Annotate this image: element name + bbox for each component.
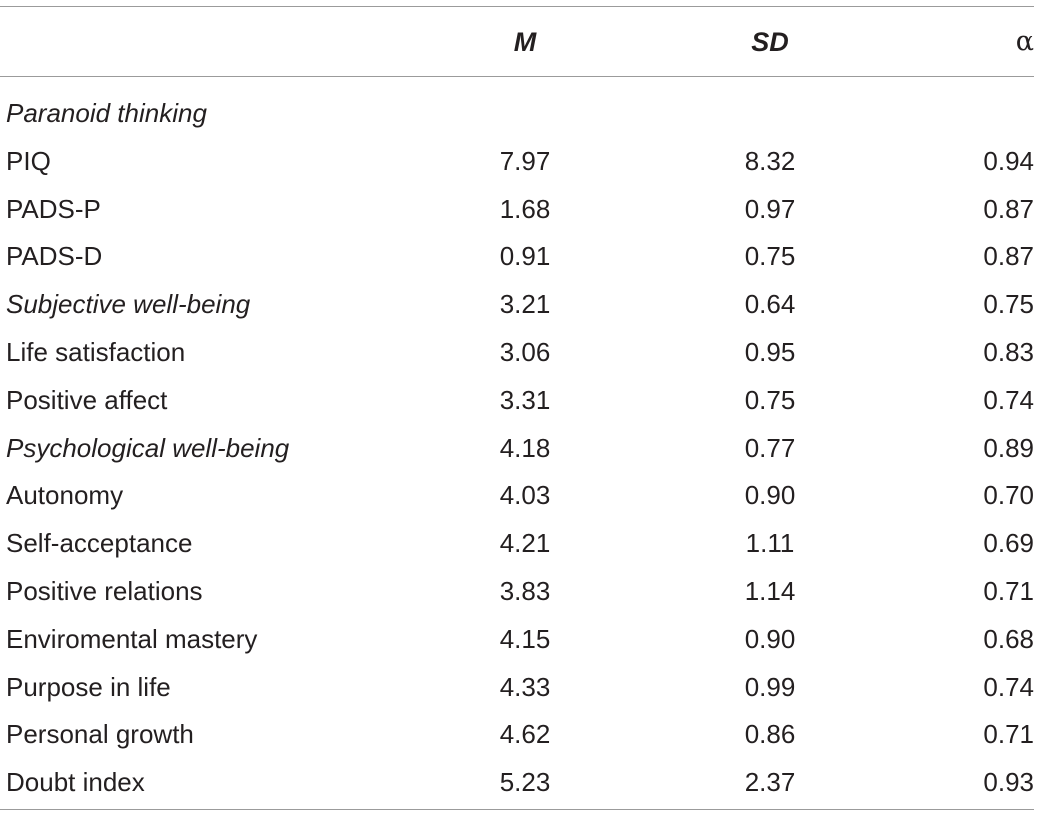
cell-sd: 0.90	[744, 623, 796, 654]
table-row: PIQ 7.97 8.32 0.94	[0, 138, 1034, 186]
table-row: Personal growth 4.62 0.86 0.71	[0, 711, 1034, 759]
row-label: Self-acceptance	[6, 528, 193, 559]
row-label: Autonomy	[6, 480, 124, 511]
cell-alpha	[940, 90, 1034, 138]
table-row: Subjective well-being 3.21 0.64 0.75	[0, 281, 1034, 329]
cell-alpha: 0.71	[983, 719, 1034, 750]
cell-alpha: 0.68	[983, 623, 1034, 654]
cell-mean: 4.18	[499, 432, 551, 463]
table-row: Paranoid thinking	[0, 90, 1034, 138]
cell-sd: 1.14	[744, 575, 796, 606]
cell-mean: 3.21	[499, 289, 551, 320]
table-row: Life satisfaction 3.06 0.95 0.83	[0, 329, 1034, 377]
row-label: PADS-D	[6, 241, 103, 272]
cell-alpha: 0.69	[983, 528, 1034, 559]
cell-mean: 1.68	[499, 193, 551, 224]
header-mean: M	[513, 27, 537, 57]
cell-sd: 0.64	[744, 289, 796, 320]
row-label: Positive relations	[6, 575, 203, 606]
row-label: Psychological well-being	[6, 432, 290, 463]
row-label: Purpose in life	[6, 671, 171, 702]
cell-sd: 0.99	[744, 671, 796, 702]
cell-mean: 4.15	[499, 623, 551, 654]
cell-mean: 4.33	[499, 671, 551, 702]
row-label: Doubt index	[6, 767, 145, 798]
row-label: Personal growth	[6, 719, 194, 750]
cell-alpha: 0.71	[983, 575, 1034, 606]
table-body: Paranoid thinking PIQ 7.97 8.32 0.94 PAD…	[0, 90, 1034, 807]
cell-alpha: 0.83	[983, 336, 1034, 367]
cell-sd	[715, 90, 825, 138]
row-label: Life satisfaction	[6, 336, 186, 367]
table-row: PADS-D 0.91 0.75 0.87	[0, 233, 1034, 281]
table-row: Psychological well-being 4.18 0.77 0.89	[0, 425, 1034, 473]
top-rule	[0, 6, 1034, 7]
cell-sd: 2.37	[744, 767, 796, 798]
table-row: Autonomy 4.03 0.90 0.70	[0, 472, 1034, 520]
cell-mean: 4.62	[499, 719, 551, 750]
cell-mean: 3.83	[499, 575, 551, 606]
cell-sd: 0.95	[744, 336, 796, 367]
cell-sd: 0.77	[744, 432, 796, 463]
cell-mean	[470, 90, 580, 138]
header-rule	[0, 76, 1034, 77]
cell-mean: 3.06	[499, 336, 551, 367]
cell-mean: 7.97	[499, 145, 551, 176]
table-row: Purpose in life 4.33 0.99 0.74	[0, 664, 1034, 712]
cell-alpha: 0.75	[983, 289, 1034, 320]
bottom-rule	[0, 809, 1034, 810]
table-row: Enviromental mastery 4.15 0.90 0.68	[0, 616, 1034, 664]
table-row: PADS-P 1.68 0.97 0.87	[0, 186, 1034, 234]
row-label: Positive affect	[6, 384, 168, 415]
cell-sd: 8.32	[744, 145, 796, 176]
cell-sd: 0.97	[744, 193, 796, 224]
row-label: PIQ	[6, 145, 51, 176]
cell-alpha: 0.87	[983, 241, 1034, 272]
cell-mean: 4.03	[499, 480, 551, 511]
cell-sd: 0.75	[744, 241, 796, 272]
table-row: Positive affect 3.31 0.75 0.74	[0, 377, 1034, 425]
cell-alpha: 0.93	[983, 767, 1034, 798]
cell-mean: 5.23	[499, 767, 551, 798]
cell-alpha: 0.87	[983, 193, 1034, 224]
header-alpha: α	[1015, 26, 1034, 57]
cell-alpha: 0.70	[983, 480, 1034, 511]
cell-alpha: 0.74	[983, 671, 1034, 702]
table-row: Self-acceptance 4.21 1.11 0.69	[0, 520, 1034, 568]
table-row: Doubt index 5.23 2.37 0.93	[0, 759, 1034, 807]
cell-alpha: 0.74	[983, 384, 1034, 415]
cell-mean: 3.31	[499, 384, 551, 415]
cell-mean: 0.91	[499, 241, 551, 272]
cell-alpha: 0.94	[983, 145, 1034, 176]
cell-sd: 0.75	[744, 384, 796, 415]
row-label: Subjective well-being	[6, 289, 251, 320]
cell-alpha: 0.89	[983, 432, 1034, 463]
cell-mean: 4.21	[499, 528, 551, 559]
cell-sd: 0.86	[744, 719, 796, 750]
row-label: Enviromental mastery	[6, 623, 258, 654]
header-sd: SD	[751, 27, 789, 57]
row-label: PADS-P	[6, 193, 101, 224]
cell-sd: 0.90	[744, 480, 796, 511]
cell-sd: 1.11	[745, 528, 795, 559]
table-row: Positive relations 3.83 1.14 0.71	[0, 568, 1034, 616]
row-label: Paranoid thinking	[6, 98, 207, 128]
